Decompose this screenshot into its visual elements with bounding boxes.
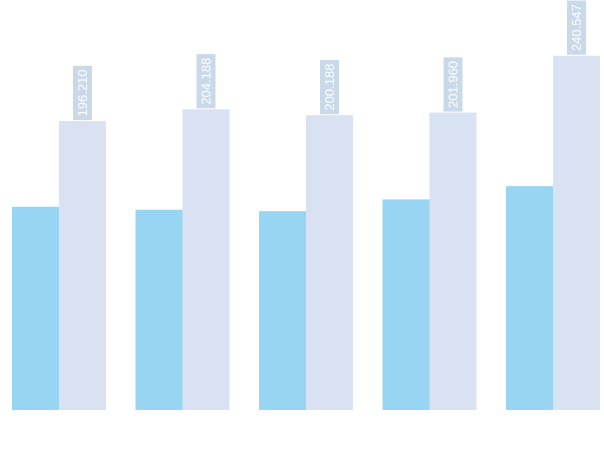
data-label-bg-1 — [73, 65, 92, 121]
bar-s2-3 — [306, 115, 353, 410]
data-label-bg-4 — [443, 57, 463, 112]
data-label-bg-3 — [320, 59, 339, 115]
bar-s1-5 — [506, 186, 553, 410]
data-label-5: 240.547 — [569, 4, 584, 51]
data-label-1: 196.210 — [75, 69, 90, 116]
bar-s2-2 — [182, 109, 230, 410]
data-label-bg-5 — [567, 0, 586, 55]
data-label-2: 204.188 — [199, 58, 214, 105]
bar-s1-2 — [135, 209, 183, 410]
bar-s2-4 — [429, 112, 477, 411]
bar-s1-1 — [12, 206, 59, 410]
bar-s2-1 — [59, 121, 106, 410]
bar-s1-3 — [259, 211, 306, 410]
bar-s1-4 — [382, 199, 430, 410]
data-label-3: 200.188 — [322, 64, 337, 111]
data-label-bg-2 — [196, 54, 216, 109]
data-label-4: 201.960 — [446, 61, 461, 108]
bar-s2-5 — [553, 55, 600, 411]
